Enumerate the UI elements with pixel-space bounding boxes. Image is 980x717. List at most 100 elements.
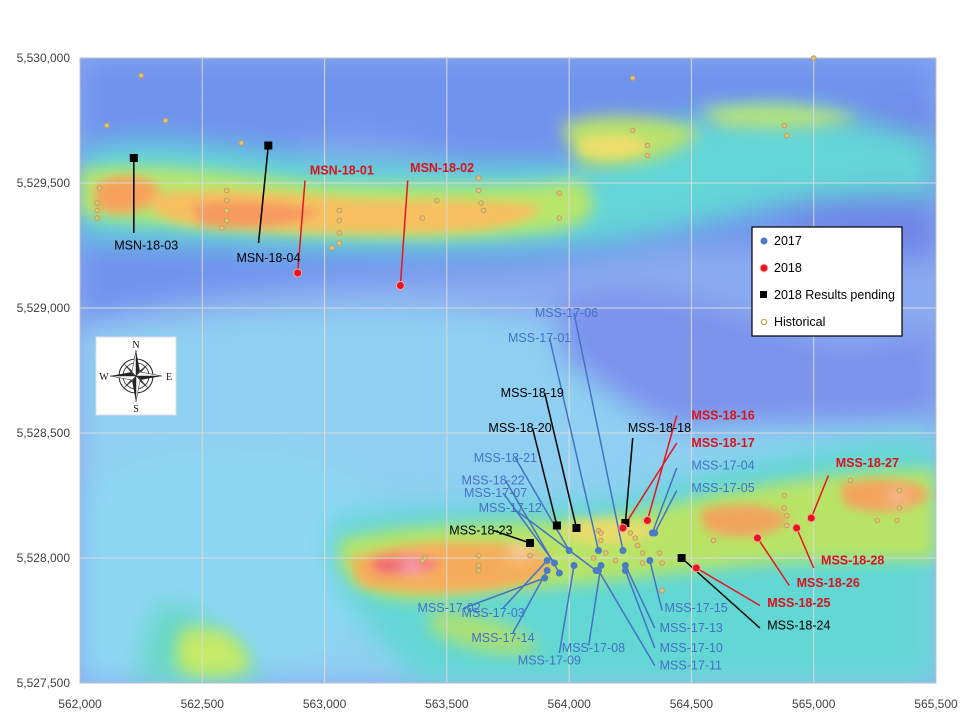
historical-point [475, 187, 482, 194]
plot-frame [79, 57, 937, 684]
x-axis: 562,000 562,500 563,000 563,500 564,000 564,5… [58, 697, 958, 711]
hole-label-mss-18-24: MSS-18-24 [767, 619, 830, 633]
hole-label-mss-17-15: MSS-17-15 [665, 601, 728, 615]
drill-trace-mss-17-05 [654, 490, 678, 534]
hole-label-mss-17-06: MSS-17-06 [535, 306, 598, 320]
drill-trace-mss-18-27 [810, 475, 830, 519]
historical-point [639, 560, 646, 566]
hole-label-mss-17-07: MSS-17-07 [464, 486, 527, 500]
historical-point [238, 140, 245, 146]
historical-point [644, 152, 651, 159]
drill-trace-mss-18-19 [543, 392, 578, 529]
historical-point [639, 550, 646, 556]
historical-point [896, 487, 903, 494]
x-tick-label: 563,000 [303, 697, 347, 711]
historical-point [419, 215, 426, 221]
collar-msn-18-02 [395, 281, 405, 290]
y-tick-label: 5,529,500 [17, 176, 71, 190]
x-tick-label: 565,500 [914, 697, 958, 711]
historical-point [781, 492, 788, 499]
collar-mss-17-06 [619, 547, 627, 554]
historical-point [162, 117, 169, 124]
collar-mss-17-02 [541, 574, 549, 582]
x-tick-label: 564,000 [547, 697, 591, 711]
collar-msn-18-01 [293, 268, 303, 278]
historical-point [336, 217, 343, 224]
x-tick-label: 562,500 [181, 697, 225, 711]
historical-point [590, 555, 597, 561]
hole-label-mss-18-21: MSS-18-21 [474, 451, 537, 465]
collar-mss-17-14 [543, 567, 551, 574]
historical-point [784, 522, 790, 529]
x-tick-label: 562,000 [58, 697, 102, 711]
historical-point [556, 215, 563, 221]
hole-label-mss-18-25: MSS-18-25 [767, 596, 830, 610]
drill-trace-mss-17-06 [573, 312, 624, 551]
compass-east: E [166, 372, 172, 383]
collar-mss-18-17 [618, 523, 628, 533]
historical-point [96, 185, 103, 191]
historical-point [627, 530, 634, 536]
hole-label-mss-17-10: MSS-17-10 [660, 641, 723, 655]
legend-item-historical: Historical [760, 315, 825, 329]
y-tick-label: 5,530,000 [17, 51, 71, 65]
hole-label-msn-18-03: MSN-18-03 [114, 239, 178, 253]
historical-point [781, 122, 788, 129]
historical-point [598, 530, 604, 536]
historical-point [634, 542, 641, 549]
compass-rose-icon: N S E W [95, 336, 177, 416]
legend-marker-2018 [759, 263, 769, 273]
historical-point [104, 122, 110, 129]
hole-label-mss-18-18: MSS-18-18 [628, 421, 691, 435]
drill-trace-msn-18-04 [257, 145, 270, 244]
hole-label-mss-18-26: MSS-18-26 [797, 576, 860, 590]
drill-trace-mss-18-16 [646, 415, 678, 521]
collar-mss-18-18 [621, 519, 630, 527]
collar-mss-17-09 [570, 562, 578, 569]
historical-point [527, 552, 533, 559]
historical-point [475, 175, 482, 181]
hole-label-mss-17-13: MSS-17-13 [660, 621, 723, 635]
x-tick-label: 565,000 [792, 697, 836, 711]
collar-msn-18-03 [129, 154, 138, 162]
historical-point [629, 127, 636, 134]
collar-mss-17-08 [597, 562, 605, 569]
y-axis: 5,530,000 5,529,500 5,529,000 5,528,500 5,52… [17, 51, 71, 690]
historical-point [223, 217, 230, 224]
legend-label-pending: 2018 Results pending [774, 288, 895, 302]
historical-point [223, 207, 230, 214]
historical-point [598, 537, 604, 544]
historical-point [847, 477, 854, 484]
hole-label-msn-18-01: MSN-18-01 [310, 164, 374, 178]
legend-item-pending: 2018 Results pending [760, 288, 895, 302]
hole-label-mss-17-11: MSS-17-11 [660, 659, 722, 673]
historical-point [659, 560, 665, 566]
historical-point [138, 72, 144, 79]
hole-label-mss-17-04: MSS-17-04 [691, 459, 754, 473]
drill-trace-mss-17-04 [651, 467, 678, 534]
collar-mss-18-21 [565, 547, 573, 554]
drill-trace-mss-17-11 [597, 570, 656, 666]
legend-marker-historical [760, 318, 768, 326]
hole-label-mss-17-01: MSS-17-01 [508, 331, 571, 345]
collar-mss-17-05 [651, 529, 659, 537]
hole-label-mss-17-12: MSS-17-12 [479, 501, 542, 515]
drill-collars [129, 141, 816, 582]
x-tick-label: 564,500 [670, 697, 714, 711]
historical-point [629, 75, 636, 81]
historical-point [896, 505, 903, 511]
collar-mss-18-23 [526, 539, 535, 547]
anomaly-surface [80, 58, 936, 683]
historical-point [603, 550, 609, 556]
historical-point [612, 557, 619, 564]
hole-label-mss-17-03: MSS-17-03 [462, 606, 525, 620]
historical-point [480, 207, 487, 214]
collar-mss-18-27 [806, 513, 816, 523]
drill-trace-mss-18-20 [531, 427, 558, 526]
collar-mss-17-03 [543, 557, 551, 564]
historical-point [422, 555, 428, 561]
y-tick-label: 5,527,500 [17, 676, 71, 690]
hole-label-mss-17-05: MSS-17-05 [691, 481, 754, 495]
